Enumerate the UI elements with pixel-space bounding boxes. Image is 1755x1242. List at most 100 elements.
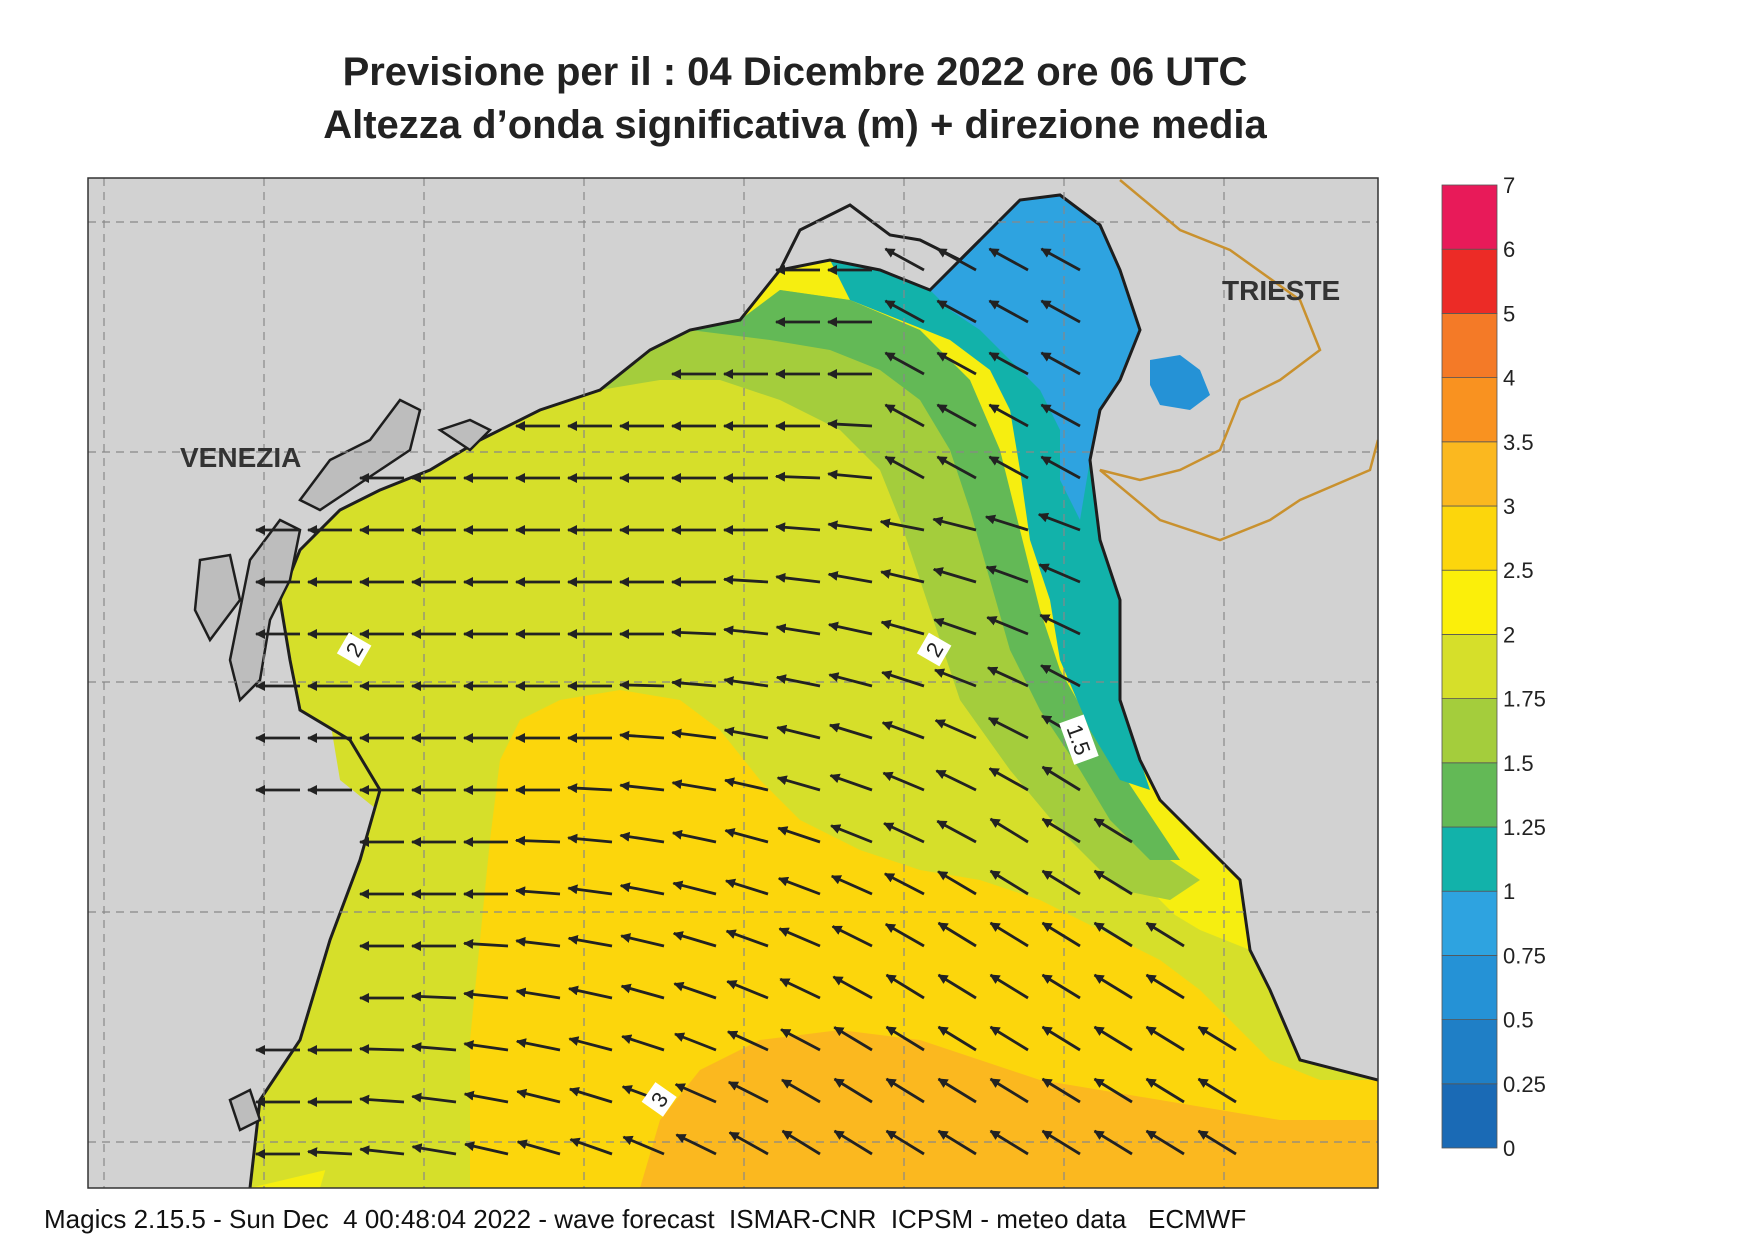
direction-arrow xyxy=(989,1077,1029,1104)
direction-arrow xyxy=(776,724,821,740)
direction-arrow xyxy=(728,1131,769,1156)
direction-arrow xyxy=(988,351,1029,376)
map-title-variable: Altezza d’onda significativa (m) + direz… xyxy=(323,103,1267,147)
direction-arrow xyxy=(1038,563,1081,584)
direction-arrow xyxy=(880,619,925,636)
direction-arrow xyxy=(986,616,1029,636)
contour-0-75 xyxy=(930,195,1140,520)
direction-arrow xyxy=(515,1038,561,1052)
direction-arrow xyxy=(1093,1077,1133,1104)
legend-swatch xyxy=(1441,312,1498,378)
direction-arrow xyxy=(989,869,1029,896)
direction-arrow xyxy=(936,247,977,272)
legend-swatch xyxy=(1441,441,1498,507)
direction-arrow xyxy=(1040,351,1081,376)
legend-label: 1.25 xyxy=(1503,815,1546,840)
direction-arrow xyxy=(463,938,509,949)
direction-arrow xyxy=(727,1030,769,1052)
direction-arrow xyxy=(359,1145,405,1156)
direction-arrow xyxy=(620,933,665,948)
direction-arrow xyxy=(1040,247,1081,272)
direction-arrow xyxy=(515,936,561,948)
direction-arrow xyxy=(671,779,717,792)
direction-arrow xyxy=(882,771,925,792)
direction-arrow xyxy=(1037,512,1081,532)
direction-arrow xyxy=(1093,1129,1133,1156)
direction-arrow xyxy=(567,783,613,794)
map-frame xyxy=(87,177,1379,1189)
direction-arrow xyxy=(884,403,925,428)
direction-arrow xyxy=(671,728,717,740)
direction-arrow xyxy=(885,1129,925,1156)
direction-arrow xyxy=(1093,817,1133,844)
direction-arrow xyxy=(1145,1025,1185,1052)
direction-arrow xyxy=(515,987,561,1000)
direction-arrow xyxy=(879,518,925,532)
direction-arrow xyxy=(828,621,873,636)
direction-arrow xyxy=(881,721,925,740)
legend-label: 4 xyxy=(1503,366,1515,391)
direction-arrows xyxy=(255,247,1237,1159)
direction-arrow xyxy=(935,769,977,792)
direction-arrow xyxy=(464,1141,509,1156)
direction-arrow xyxy=(619,831,665,844)
direction-arrow xyxy=(829,773,873,792)
direction-arrow xyxy=(989,973,1029,1000)
direction-arrow xyxy=(723,574,769,585)
direction-arrow xyxy=(881,670,925,688)
direction-arrow xyxy=(884,351,925,376)
venice-lagoon xyxy=(193,398,493,1132)
direction-arrow xyxy=(827,469,873,480)
direction-arrow xyxy=(780,1028,821,1052)
legend-swatch xyxy=(1441,505,1498,571)
direction-arrow xyxy=(988,455,1029,480)
direction-arrow xyxy=(883,822,925,844)
direction-arrow xyxy=(985,514,1029,532)
direction-arrow xyxy=(1041,869,1081,896)
direction-arrow xyxy=(675,1133,717,1156)
direction-arrow xyxy=(884,872,925,896)
direction-arrow xyxy=(1039,613,1081,636)
direction-arrow xyxy=(936,819,977,844)
direction-arrow xyxy=(621,1034,665,1052)
direction-arrow xyxy=(671,829,717,844)
direction-arrow xyxy=(359,1094,405,1105)
direction-arrow xyxy=(989,921,1029,948)
legend-label: 7 xyxy=(1503,173,1515,198)
footer-credits: Magics 2.15.5 - Sun Dec 4 00:48:04 2022 … xyxy=(44,1204,1247,1234)
direction-arrow xyxy=(936,455,977,480)
direction-arrow xyxy=(1041,765,1081,792)
direction-arrow xyxy=(1093,1025,1133,1052)
direction-arrow xyxy=(937,870,977,896)
direction-arrow xyxy=(569,1137,613,1156)
direction-arrow xyxy=(619,882,665,896)
direction-arrow xyxy=(827,570,873,584)
direction-arrow xyxy=(1093,869,1133,896)
direction-arrow xyxy=(987,716,1029,740)
direction-arrow xyxy=(1040,299,1081,324)
legend-swatch xyxy=(1441,569,1498,635)
contour-0-5 xyxy=(1150,355,1210,410)
direction-arrow xyxy=(989,817,1029,844)
direction-arrow xyxy=(1040,403,1081,428)
legend-swatch xyxy=(1441,248,1498,314)
direction-arrow xyxy=(988,247,1029,272)
legend-label: 5 xyxy=(1503,301,1515,326)
direction-arrow xyxy=(830,874,873,896)
direction-arrow xyxy=(1041,1077,1081,1104)
direction-arrow xyxy=(724,777,769,792)
direction-arrow xyxy=(987,666,1029,688)
legend-label: 0 xyxy=(1503,1136,1515,1161)
direction-arrow xyxy=(932,516,977,532)
direction-arrow xyxy=(778,927,821,948)
direction-arrow xyxy=(880,569,925,584)
contour-label-2-east: 2 xyxy=(916,632,952,667)
direction-arrow xyxy=(1040,455,1081,480)
map-title-date: Previsione per il : 04 Dicembre 2022 ore… xyxy=(342,50,1248,94)
direction-arrow xyxy=(989,1025,1029,1052)
direction-arrow xyxy=(411,991,457,1002)
direction-arrow xyxy=(671,627,717,638)
direction-arrow xyxy=(1197,1077,1237,1104)
direction-arrow xyxy=(463,989,509,1000)
